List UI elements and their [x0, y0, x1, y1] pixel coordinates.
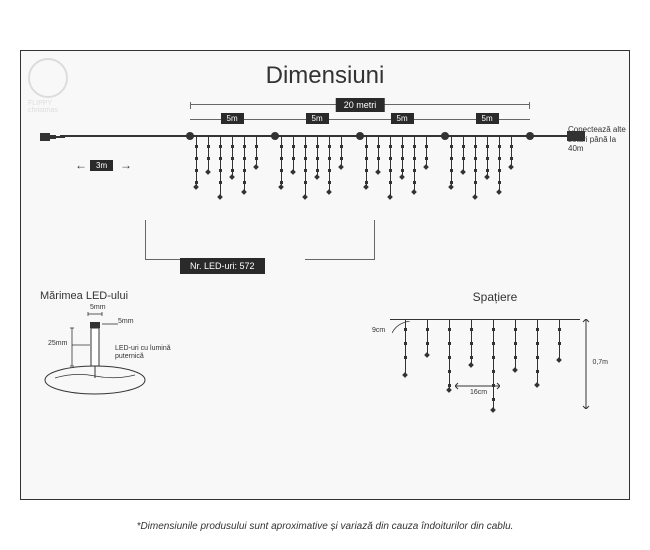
light-strand [256, 137, 257, 167]
cable-connector [186, 132, 194, 140]
light-strand [414, 137, 415, 192]
light-strand [511, 137, 512, 167]
led-bulb-diagram: 5mm 5mm 25mm LED-uri cu lumină puternică [40, 310, 160, 390]
spacing-strand [559, 320, 560, 360]
segment-label: 5m [476, 113, 499, 124]
spacing-drop-label: 0,7m [592, 359, 608, 366]
light-strand [317, 137, 318, 177]
spacing-strand [405, 320, 406, 375]
cable-connector [441, 132, 449, 140]
light-strand [244, 137, 245, 192]
led-count-label: Nr. LED-uri: 572 [180, 258, 265, 274]
segment-label: 5m [221, 113, 244, 124]
light-strand [208, 137, 209, 172]
light-strand [499, 137, 500, 192]
segment-label: 5m [391, 113, 414, 124]
segment-labels: 5m 5m 5m 5m [190, 113, 530, 129]
arrow-right-icon: → [120, 158, 132, 172]
led-size-section: Mărimea LED-ului 5mm 5mm 25mm LED-uri cu… [40, 290, 220, 390]
spacing-diagram: 9cm 16cm 0,7m [380, 309, 590, 429]
led-size-title: Mărimea LED-ului [40, 290, 220, 302]
led-top-dim: 5mm [90, 304, 106, 311]
spacing-strand [515, 320, 516, 370]
light-strand [305, 137, 306, 197]
light-strand [426, 137, 427, 167]
arrow-left-icon: ← [75, 158, 87, 172]
spacing-h-label: 9cm [372, 327, 385, 334]
spacing-strand [449, 320, 450, 390]
connect-info-text: Conectează alte seturi până la 40m [568, 125, 628, 154]
spacing-strand [471, 320, 472, 365]
spacing-strand [493, 320, 494, 410]
spacing-title: Spațiere [380, 290, 610, 304]
light-strand [402, 137, 403, 177]
spacing-section: Spațiere 9cm 16cm 0,7m [380, 290, 610, 429]
cable-connector [356, 132, 364, 140]
light-strand [329, 137, 330, 192]
light-strand [390, 137, 391, 197]
light-strand [475, 137, 476, 197]
callout-line [305, 220, 375, 260]
total-length-dimension: 20 metri [190, 95, 530, 115]
light-strand [378, 137, 379, 172]
spacing-strand [537, 320, 538, 385]
callout-line [145, 220, 245, 260]
cable-connector [526, 132, 534, 140]
led-height-dim: 25mm [48, 340, 67, 347]
cable-connector [271, 132, 279, 140]
led-desc: LED-uri cu lumină puternică [115, 345, 185, 360]
light-strand [451, 137, 452, 187]
light-strand [463, 137, 464, 172]
light-strand [220, 137, 221, 197]
main-cable [60, 135, 580, 137]
light-strand [293, 137, 294, 172]
light-strand [341, 137, 342, 167]
light-strand [281, 137, 282, 187]
total-length-label: 20 metri [336, 98, 385, 112]
light-strand [232, 137, 233, 177]
light-strand [366, 137, 367, 187]
spacing-strand [427, 320, 428, 355]
footnote-text: *Dimensiunile produsului sunt aproximati… [0, 521, 650, 532]
main-title: Dimensiuni [0, 62, 650, 90]
lead-length-label: 3m [90, 160, 113, 171]
led-side-dim: 5mm [118, 318, 134, 325]
light-strand [487, 137, 488, 177]
light-strand [196, 137, 197, 187]
segment-label: 5m [306, 113, 329, 124]
